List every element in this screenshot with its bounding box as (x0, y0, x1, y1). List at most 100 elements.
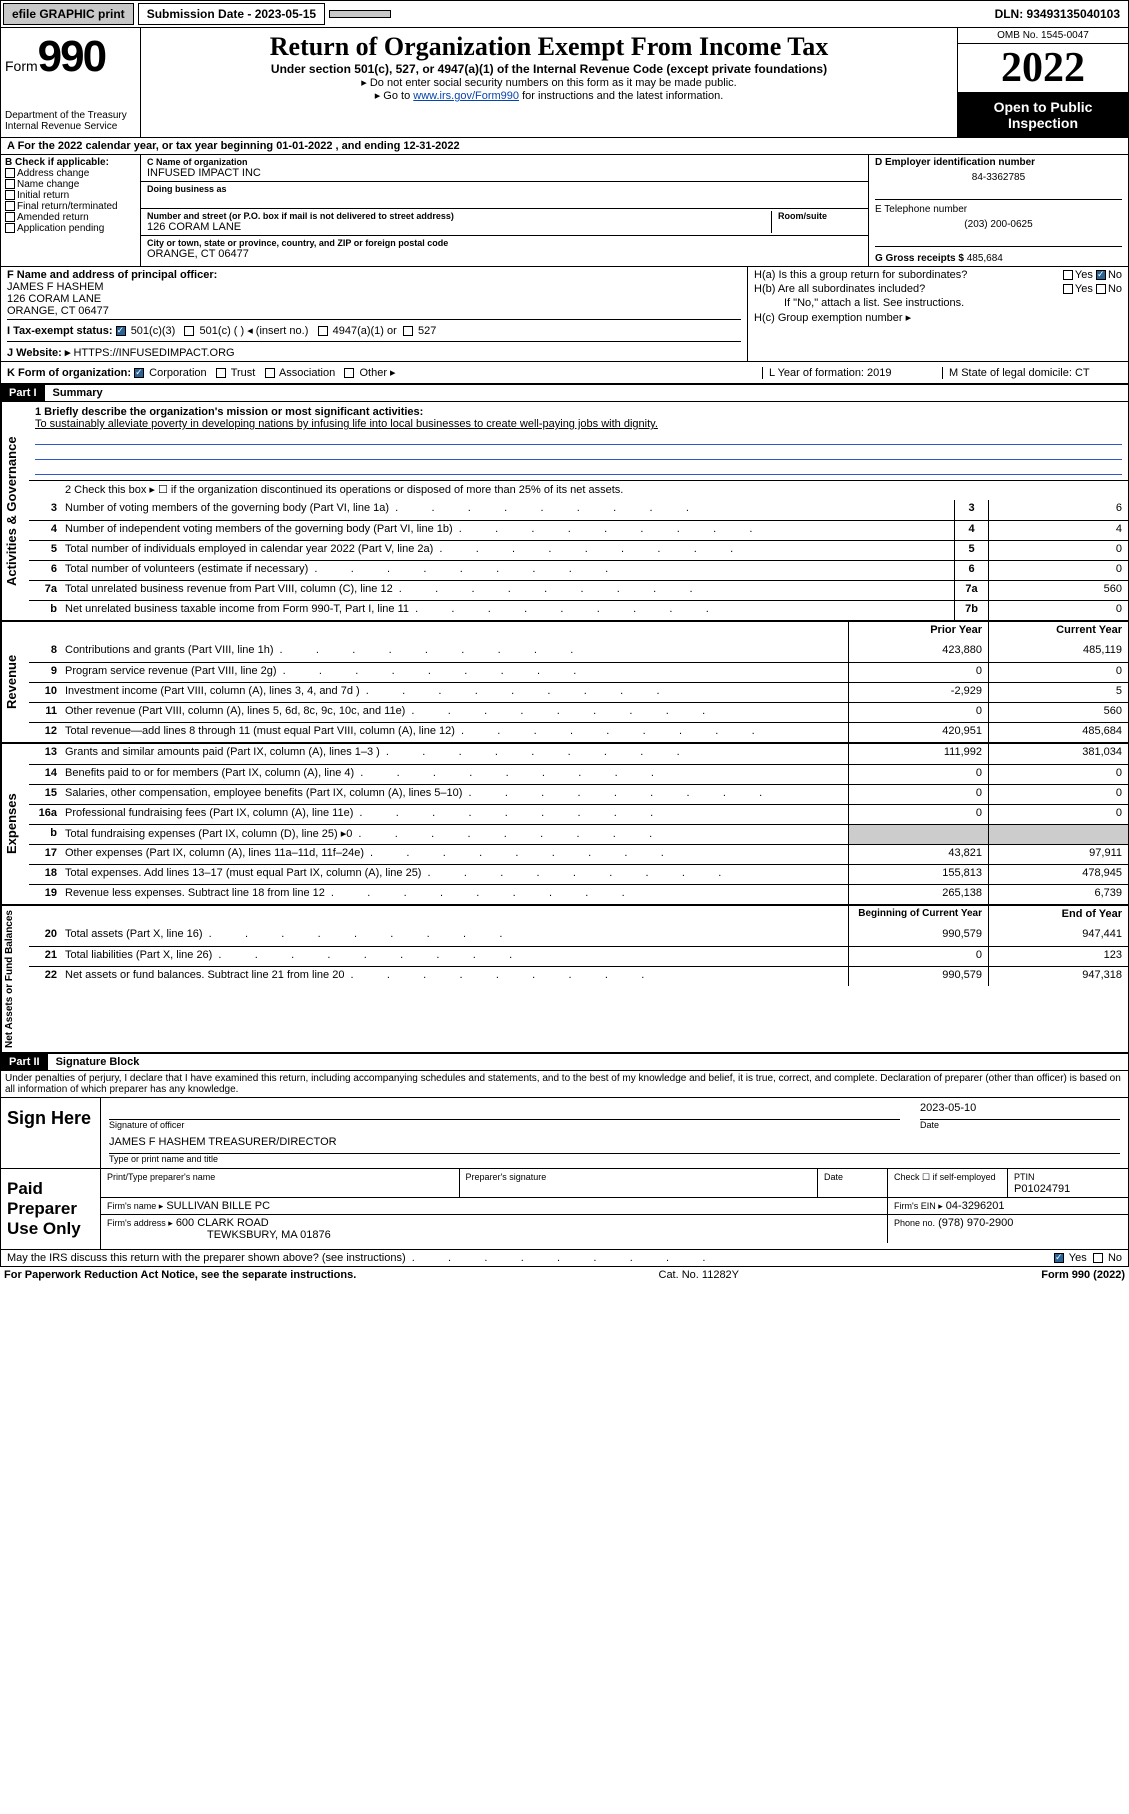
officer-addr1: 126 CORAM LANE (7, 293, 101, 305)
section-netassets: Net Assets or Fund Balances Beginning of… (0, 906, 1129, 1054)
data-line: 15Salaries, other compensation, employee… (29, 784, 1128, 804)
k-label: K Form of organization: (7, 367, 131, 379)
efile-button[interactable]: efile GRAPHIC print (3, 3, 134, 25)
gov-line: 3Number of voting members of the governi… (29, 500, 1128, 520)
data-line: 18Total expenses. Add lines 13–17 (must … (29, 864, 1128, 884)
page-footer: For Paperwork Reduction Act Notice, see … (0, 1267, 1129, 1283)
data-line: 16aProfessional fundraising fees (Part I… (29, 804, 1128, 824)
g-label: G Gross receipts $ (875, 253, 964, 264)
mission-text: To sustainably alleviate poverty in deve… (35, 418, 1122, 430)
footer-right: Form 990 (2022) (1041, 1269, 1125, 1281)
m-state: M State of legal domicile: CT (942, 367, 1122, 379)
section-expenses: Expenses 13Grants and similar amounts pa… (0, 744, 1129, 906)
officer-addr2: ORANGE, CT 06477 (7, 305, 109, 317)
cb-amended[interactable]: Amended return (17, 212, 89, 223)
klm-row: K Form of organization: Corporation Trus… (0, 362, 1129, 385)
phone: (203) 200-0625 (875, 215, 1122, 230)
cb-501c3[interactable] (116, 326, 126, 336)
data-line: 12Total revenue—add lines 8 through 11 (… (29, 722, 1128, 742)
data-line: 9Program service revenue (Part VIII, lin… (29, 662, 1128, 682)
topbar: efile GRAPHIC print Submission Date - 20… (0, 0, 1129, 28)
discuss-row: May the IRS discuss this return with the… (0, 1250, 1129, 1267)
gov-line: 7aTotal unrelated business revenue from … (29, 580, 1128, 600)
open-to-public: Open to Public Inspection (958, 93, 1128, 137)
date-cap: Date (920, 1120, 1120, 1130)
data-line: 10Investment income (Part VIII, column (… (29, 682, 1128, 702)
officer-printed: JAMES F HASHEM TREASURER/DIRECTOR (109, 1136, 1120, 1154)
gov-line: bNet unrelated business taxable income f… (29, 600, 1128, 620)
sign-here-label: Sign Here (1, 1098, 101, 1168)
line-a-taxyear: A For the 2022 calendar year, or tax yea… (0, 138, 1129, 155)
l-year: L Year of formation: 2019 (762, 367, 942, 379)
fhij-block: F Name and address of principal officer:… (0, 267, 1129, 362)
website: HTTPS://INFUSEDIMPACT.ORG (73, 347, 234, 359)
line-2: 2 Check this box ▸ ☐ if the organization… (29, 481, 1128, 500)
gov-line: 4Number of independent voting members of… (29, 520, 1128, 540)
firm-addr2: TEWKSBURY, MA 01876 (207, 1229, 331, 1241)
tab-revenue: Revenue (1, 622, 29, 742)
city-label: City or town, state or province, country… (147, 238, 862, 248)
form-subtitle: Under section 501(c), 527, or 4947(a)(1)… (147, 62, 951, 76)
section-governance: Activities & Governance 1 Briefly descri… (0, 402, 1129, 622)
form-header: Form990 Department of the Treasury Inter… (0, 28, 1129, 138)
section-revenue: Revenue Prior Year Current Year 8Contrib… (0, 622, 1129, 744)
city: ORANGE, CT 06477 (147, 248, 862, 260)
omb-number: OMB No. 1545-0047 (958, 28, 1128, 44)
gov-line: 6Total number of volunteers (estimate if… (29, 560, 1128, 580)
j-label: J Website: ▸ (7, 347, 70, 359)
note-goto: ▸ Go to www.irs.gov/Form990 for instruct… (147, 89, 951, 102)
gross-receipts: 485,684 (967, 253, 1003, 264)
dln: DLN: 93493135040103 (987, 4, 1128, 24)
note-ssn: ▸ Do not enter social security numbers o… (147, 76, 951, 89)
cb-address-change[interactable]: Address change (17, 168, 89, 179)
tax-year: 2022 (958, 44, 1128, 93)
org-info-block: B Check if applicable: Address change Na… (0, 155, 1129, 267)
boy-hdr: Beginning of Current Year (848, 906, 988, 926)
penalty-text: Under penalties of perjury, I declare th… (0, 1071, 1129, 1098)
hb-label: H(b) Are all subordinates included? (754, 283, 925, 295)
i-label: I Tax-exempt status: (7, 325, 113, 337)
cb-app-pending[interactable]: Application pending (17, 223, 104, 234)
b-label: B Check if applicable: (5, 157, 136, 168)
mission-label: 1 Briefly describe the organization's mi… (35, 406, 1122, 418)
cb-final-return[interactable]: Final return/terminated (17, 201, 118, 212)
gov-line: 5Total number of individuals employed in… (29, 540, 1128, 560)
org-name: INFUSED IMPACT INC (147, 167, 862, 179)
data-line: 19Revenue less expenses. Subtract line 1… (29, 884, 1128, 904)
tab-expenses: Expenses (1, 744, 29, 904)
data-line: 11Other revenue (Part VIII, column (A), … (29, 702, 1128, 722)
data-line: 8Contributions and grants (Part VIII, li… (29, 642, 1128, 662)
irs-link[interactable]: www.irs.gov/Form990 (413, 90, 519, 102)
room-label: Room/suite (778, 211, 862, 221)
prior-year-hdr: Prior Year (848, 622, 988, 642)
cb-name-change[interactable]: Name change (17, 179, 79, 190)
submission-date: Submission Date - 2023-05-15 (138, 3, 325, 25)
h-ifno: If "No," attach a list. See instructions… (754, 297, 1122, 309)
footer-left: For Paperwork Reduction Act Notice, see … (4, 1269, 356, 1281)
dept-label: Department of the Treasury Internal Reve… (5, 110, 136, 132)
signature-section: Sign Here Signature of officer 2023-05-1… (0, 1098, 1129, 1250)
firm-name: SULLIVAN BILLE PC (166, 1200, 270, 1212)
rev-hdr-num (29, 622, 61, 642)
hc-label: H(c) Group exemption number ▸ (754, 311, 1122, 324)
part-ii-header: Part II Signature Block (0, 1054, 1129, 1071)
current-year-hdr: Current Year (988, 622, 1128, 642)
tab-netassets: Net Assets or Fund Balances (1, 906, 29, 1052)
ein: 84-3362785 (875, 168, 1122, 183)
tab-governance: Activities & Governance (1, 402, 29, 620)
cb-initial-return[interactable]: Initial return (17, 190, 69, 201)
typename-cap: Type or print name and title (109, 1154, 1120, 1164)
dba-label: Doing business as (147, 184, 862, 194)
c-name-label: C Name of organization (147, 157, 862, 167)
street: 126 CORAM LANE (147, 221, 765, 233)
firm-addr1: 600 CLARK ROAD (176, 1217, 269, 1229)
officer-name: JAMES F HASHEM (7, 281, 104, 293)
sig-date: 2023-05-10 (920, 1102, 1120, 1120)
data-line: 17Other expenses (Part IX, column (A), l… (29, 844, 1128, 864)
firm-phone: (978) 970-2900 (938, 1217, 1013, 1229)
part-i-header: Part I Summary (0, 385, 1129, 402)
d-label: D Employer identification number (875, 157, 1122, 168)
street-label: Number and street (or P.O. box if mail i… (147, 211, 765, 221)
eoy-hdr: End of Year (988, 906, 1128, 926)
firm-ein: 04-3296201 (946, 1200, 1005, 1212)
